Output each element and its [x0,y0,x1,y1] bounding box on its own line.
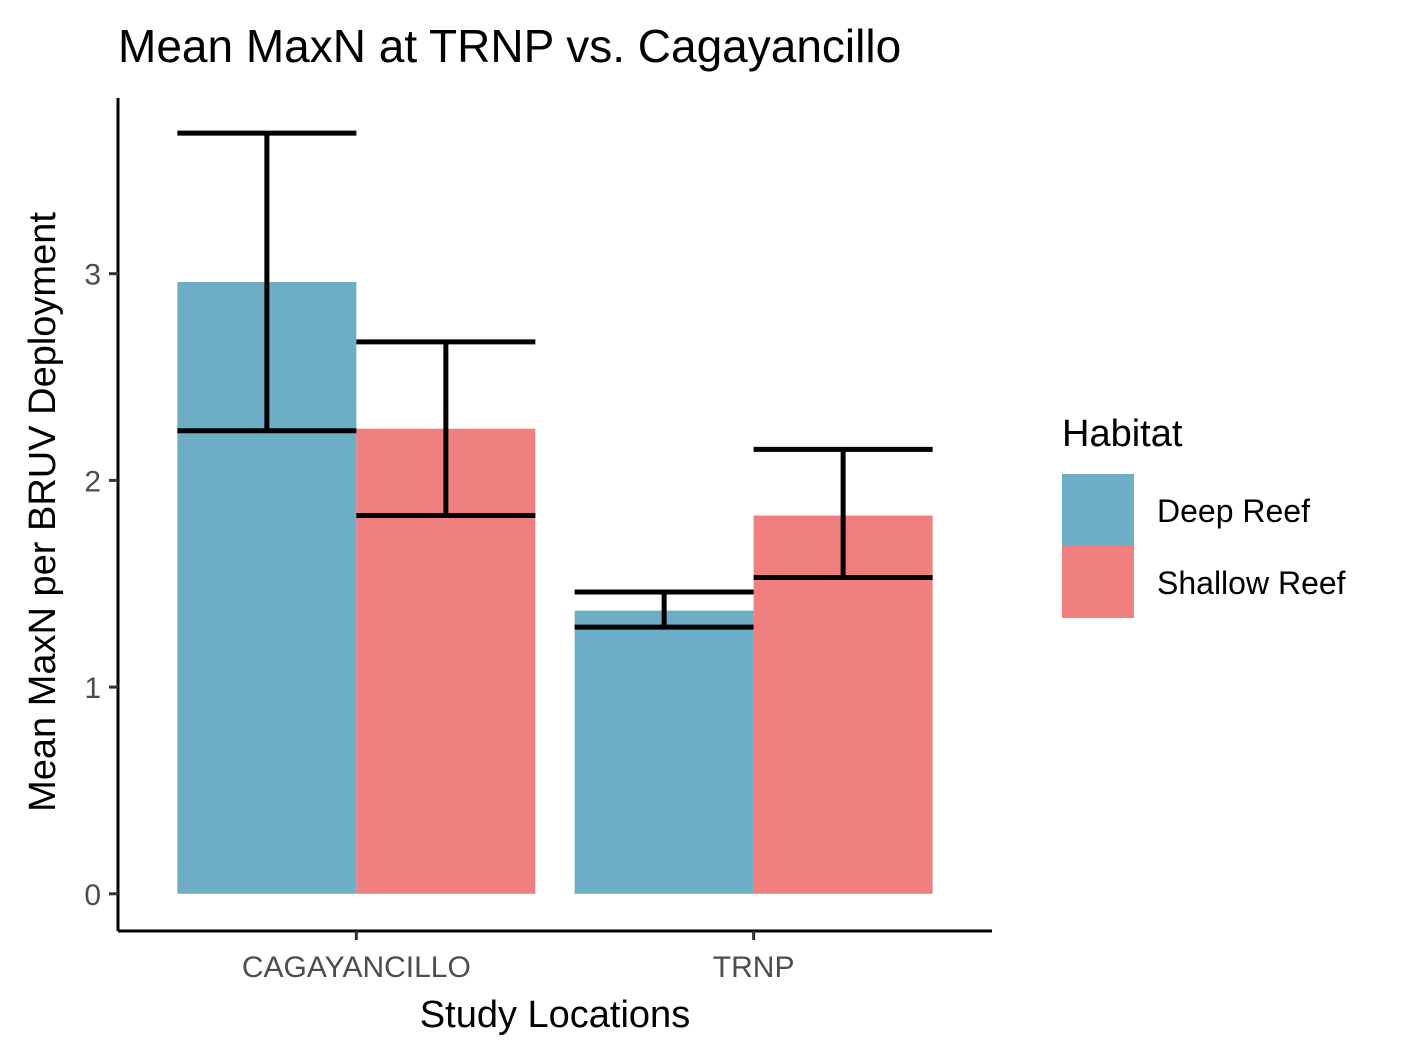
error-bar-shallow-reef-cagayancillo [356,339,536,519]
bar-deep-reef-trnp [574,610,754,894]
error-bar-deep-reef-cagayancillo [177,130,357,434]
legend-label: Shallow Reef [1157,565,1346,601]
x-tick-label: TRNP [713,951,795,984]
error-bar-deep-reef-trnp [574,589,754,630]
error-bar-shallow-reef-trnp [753,446,933,581]
legend-title: Habitat [1062,413,1183,455]
y-axis-title: Mean MaxN per BRUV Deployment [22,212,64,812]
x-axis-title: Study Locations [420,994,690,1036]
legend-key-deep-reef [1062,474,1134,546]
x-axis-ticks: CAGAYANCILLO TRNP [242,931,795,984]
y-axis-ticks: 0 1 2 3 [84,259,118,912]
plot-area [177,130,933,894]
y-tick-label: 1 [84,672,101,705]
legend-label: Deep Reef [1157,493,1310,529]
x-tick-label: CAGAYANCILLO [242,951,471,984]
legend: Habitat Deep Reef Shallow Reef [1062,413,1346,618]
y-tick-label: 0 [84,879,101,912]
chart-title: Mean MaxN at TRNP vs. Cagayancillo [118,20,901,72]
y-tick-label: 2 [84,465,101,498]
y-tick-label: 3 [84,259,101,292]
legend-key-shallow-reef [1062,546,1134,618]
